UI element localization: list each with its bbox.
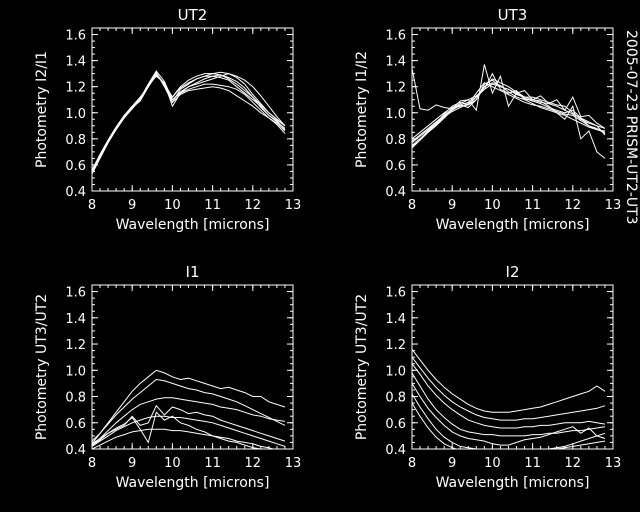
x-tick-label: 9 — [128, 456, 136, 471]
series-line-1 — [92, 73, 286, 175]
x-tick-label: 11 — [524, 198, 541, 213]
series-line-6 — [412, 393, 606, 449]
x-tick-label: 9 — [448, 456, 456, 471]
y-tick-label: 0.6 — [65, 417, 86, 432]
x-tick-label: 9 — [128, 198, 136, 213]
x-tick-label: 8 — [88, 198, 96, 213]
series-line-5 — [412, 383, 606, 446]
series-line-2 — [412, 82, 606, 142]
series-line-7 — [412, 402, 606, 449]
x-tick-label: 13 — [285, 456, 302, 471]
plot-frame — [91, 27, 294, 192]
x-tick-label: 12 — [245, 456, 262, 471]
y-axis-label: Photometry UT3/UT2 — [354, 294, 370, 440]
plot-frame — [91, 284, 294, 450]
series-line-1 — [412, 64, 606, 129]
x-tick-label: 10 — [484, 198, 501, 213]
y-tick-label: 1.2 — [65, 338, 86, 353]
x-tick-label: 8 — [408, 456, 416, 471]
y-tick-label: 0.8 — [385, 133, 406, 148]
chart-panel-3: I1 8 9 10 11 12 13 0.4 0.6 0.8 1.0 1.2 1.4 1.6 Wavelen… — [34, 263, 301, 491]
y-tick-label: 0.4 — [65, 185, 86, 200]
series-line-2 — [412, 356, 606, 421]
x-axis-label: Wavelength [microns] — [436, 475, 590, 491]
y-tick-label: 0.6 — [385, 159, 406, 174]
series-line-6 — [92, 411, 264, 449]
y-tick-label: 0.8 — [65, 391, 86, 406]
x-tick-label: 11 — [204, 456, 221, 471]
y-tick-label: 1.4 — [65, 312, 86, 327]
x-tick-label: 10 — [484, 456, 501, 471]
x-tick-label: 10 — [164, 198, 181, 213]
chart-title: UT3 — [498, 6, 528, 24]
y-tick-label: 1.4 — [65, 55, 86, 70]
y-tick-label: 0.8 — [385, 391, 406, 406]
y-tick-label: 0.6 — [385, 417, 406, 432]
y-tick-label: 1.6 — [65, 286, 86, 301]
series-line-7 — [92, 428, 275, 449]
y-tick-label: 1.0 — [65, 364, 86, 379]
x-tick-label: 13 — [285, 198, 302, 213]
y-tick-label: 1.2 — [65, 81, 86, 96]
x-tick-label: 13 — [605, 198, 622, 213]
x-tick-label: 10 — [164, 456, 181, 471]
x-tick-label: 8 — [88, 456, 96, 471]
series-line-5 — [412, 78, 606, 140]
y-tick-label: 0.4 — [65, 443, 86, 458]
series-line-1 — [412, 348, 606, 413]
series-line-5 — [92, 415, 286, 447]
series-line-4 — [412, 372, 606, 437]
plot-frame — [411, 27, 614, 192]
y-tick-label: 1.4 — [385, 312, 406, 327]
y-tick-label: 0.4 — [385, 185, 406, 200]
x-tick-label: 11 — [204, 198, 221, 213]
series-line-5 — [92, 70, 286, 173]
y-tick-label: 1.2 — [385, 81, 406, 96]
series-line-7 — [92, 72, 286, 172]
series-line-4 — [92, 404, 286, 446]
y-axis-label: Photometry I2/I1 — [34, 51, 50, 168]
y-tick-label: 1.6 — [385, 29, 406, 44]
series-line-7 — [412, 82, 606, 148]
y-tick-label: 1.0 — [65, 107, 86, 122]
x-tick-label: 13 — [605, 456, 622, 471]
chart-title: I2 — [506, 263, 520, 281]
y-tick-label: 1.0 — [385, 364, 406, 379]
y-axis-label: Photometry UT3/UT2 — [34, 294, 50, 440]
x-axis-label: Wavelength [microns] — [116, 217, 270, 233]
x-tick-label: 12 — [565, 198, 582, 213]
chart-panel-4: I2 8 9 10 11 12 13 0.4 0.6 0.8 1.0 1.2 1.4 1.6 Wavelen… — [354, 263, 621, 491]
series-line-3 — [412, 363, 606, 429]
x-tick-label: 9 — [448, 198, 456, 213]
y-tick-label: 1.6 — [65, 29, 86, 44]
x-tick-label: 12 — [245, 198, 262, 213]
x-tick-label: 8 — [408, 198, 416, 213]
y-tick-label: 0.6 — [65, 159, 86, 174]
series-line-3 — [92, 397, 286, 446]
chart-panel-1: UT2 8 9 10 11 12 13 0.4 0.6 0.8 1.0 1.2 1.4 1.6 Wavele… — [34, 6, 301, 233]
y-tick-label: 0.8 — [65, 133, 86, 148]
plot-frame — [411, 284, 614, 450]
series-line-2 — [92, 378, 286, 442]
y-tick-label: 1.4 — [385, 55, 406, 70]
x-axis-label: Wavelength [microns] — [436, 217, 590, 233]
chart-title: UT2 — [178, 6, 208, 24]
chart-panel-2: UT3 8 9 10 11 12 13 0.4 0.6 0.8 1.0 1.2 1.4 1.6 Wavele… — [354, 6, 621, 233]
x-tick-label: 11 — [524, 456, 541, 471]
y-axis-label: Photometry I1/I2 — [354, 51, 370, 168]
x-axis-label: Wavelength [microns] — [116, 475, 270, 491]
y-tick-label: 1.6 — [385, 286, 406, 301]
side-label: 2005-07-23 PRISM-UT2-UT3 — [623, 30, 639, 225]
series-line-6 — [92, 71, 286, 171]
series-line-1 — [92, 369, 286, 445]
x-tick-label: 12 — [565, 456, 582, 471]
y-tick-label: 1.2 — [385, 338, 406, 353]
series-line-4 — [412, 72, 606, 159]
y-tick-label: 0.4 — [385, 443, 406, 458]
chart-title: I1 — [186, 263, 200, 281]
y-tick-label: 1.0 — [385, 107, 406, 122]
